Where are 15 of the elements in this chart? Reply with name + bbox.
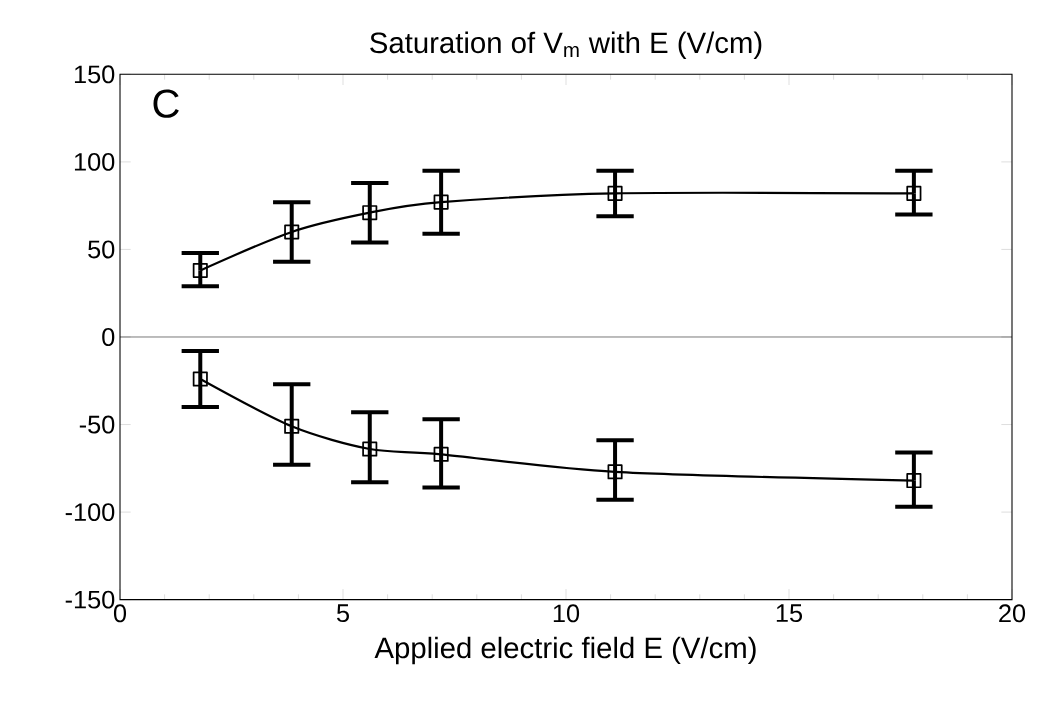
x-tick-label: 10 xyxy=(553,604,580,623)
x-axis-title: Applied electric field E (V/cm) xyxy=(374,636,756,665)
annotation: C xyxy=(153,89,179,118)
y-tick-label: -50 xyxy=(79,415,115,434)
chart-title: Saturation of V$_{m}$ with E (V/cm) xyxy=(370,31,762,59)
y-tick-label: 150 xyxy=(74,65,115,84)
y-tick-label: 100 xyxy=(74,152,115,171)
y-tick-label: -150 xyxy=(65,590,115,609)
x-tick-label: 5 xyxy=(336,604,349,623)
x-tick-label: 20 xyxy=(999,604,1026,623)
x-tick-label: 0 xyxy=(113,604,127,623)
y-tick-label: -100 xyxy=(65,503,115,522)
y-tick-label: 0 xyxy=(102,328,115,346)
y-tick-label: 50 xyxy=(88,240,115,259)
x-tick-label: 15 xyxy=(776,604,803,623)
